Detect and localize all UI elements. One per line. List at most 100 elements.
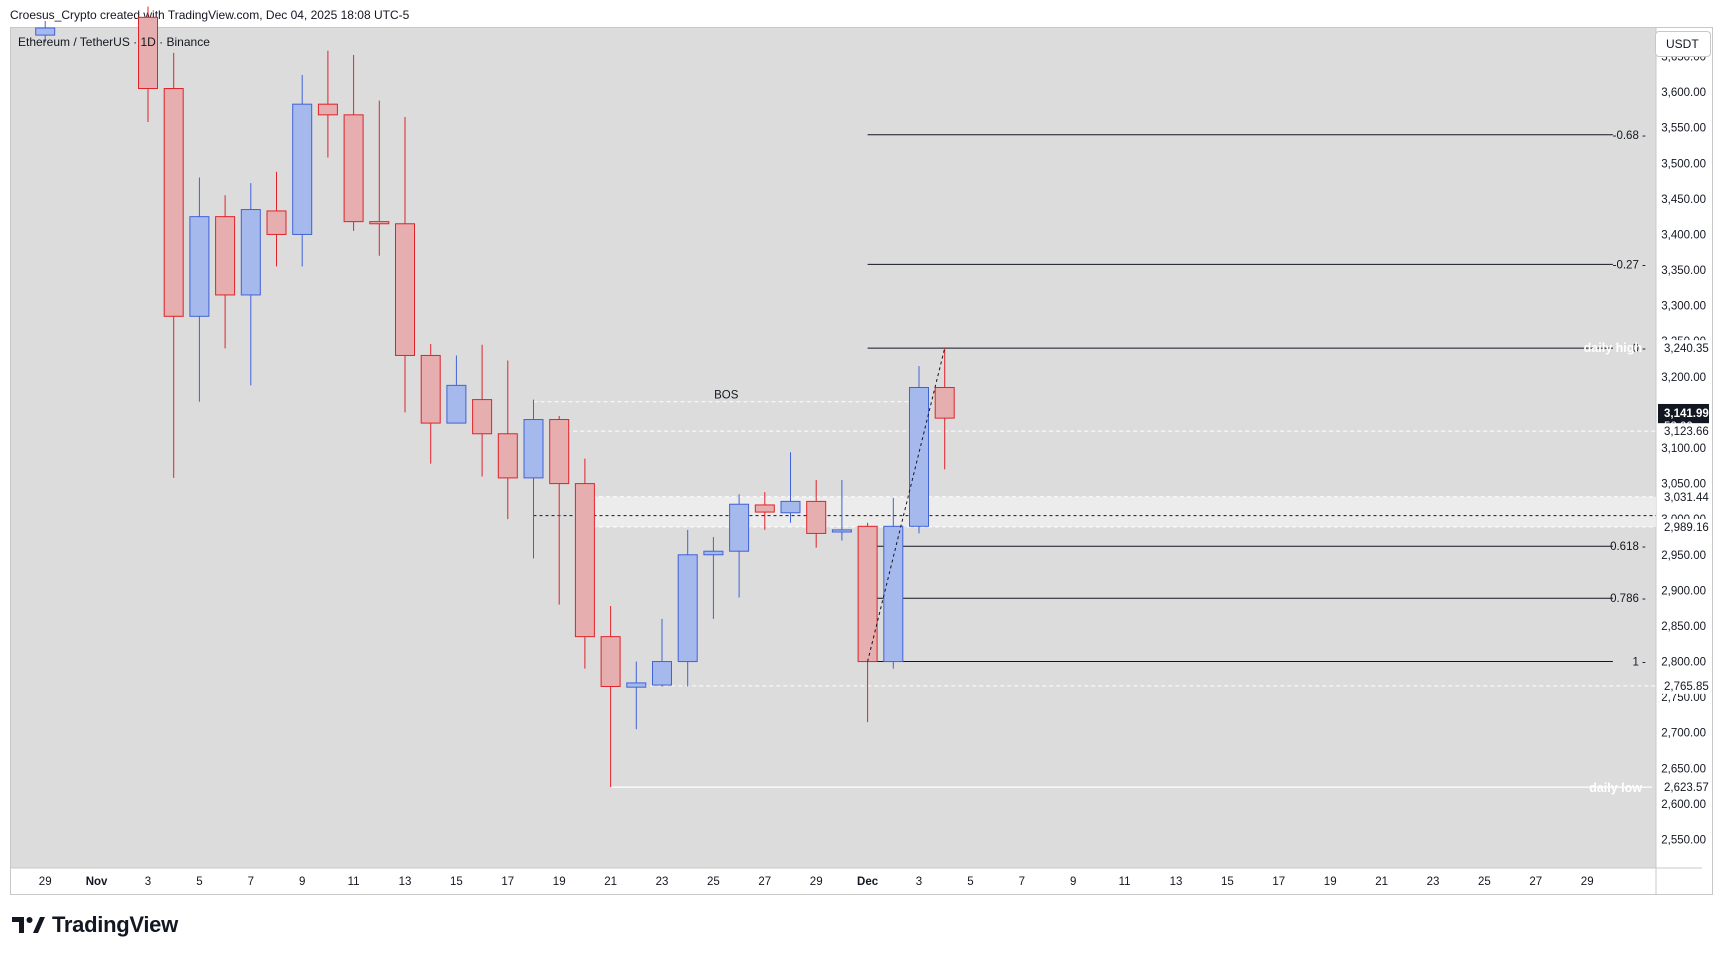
price-label: 3,031.44 [1658, 488, 1709, 505]
x-tick-label: 25 [1478, 876, 1491, 888]
candle-body [317, 103, 338, 116]
candle-body [266, 210, 287, 235]
candle [600, 606, 621, 788]
price-label-box [1658, 518, 1709, 535]
y-tick-label: 3,100.00 [1661, 443, 1706, 455]
candle [163, 52, 184, 478]
candle [35, 20, 56, 43]
daily-high-label: daily high [1584, 341, 1642, 355]
candle-body [677, 554, 698, 663]
candle [780, 452, 801, 523]
tradingview-logo-icon [12, 917, 45, 933]
candle [857, 522, 878, 723]
tradingview-logo[interactable]: TradingView [12, 912, 178, 938]
daily-low-label: daily low [1589, 781, 1642, 795]
candle-body [780, 500, 801, 514]
currency-button[interactable]: USDT [1655, 31, 1711, 57]
y-tick-label: 3,450.00 [1661, 194, 1706, 206]
x-tick-label: 29 [39, 876, 52, 888]
price-label: 2,623.57 [1658, 779, 1709, 796]
candle [806, 480, 827, 548]
candle-body [497, 433, 518, 479]
candle [909, 366, 929, 534]
fib-level-label: 0.786 - [1610, 593, 1646, 605]
x-tick-label: 21 [1375, 876, 1388, 888]
chart-credit: Croesus_Crypto created with TradingView.… [10, 8, 410, 22]
y-tick-label: 2,700.00 [1661, 728, 1706, 740]
price-label-text: 3,123.66 [1664, 426, 1709, 438]
y-tick-label: 2,800.00 [1661, 657, 1706, 669]
candle [395, 116, 415, 413]
x-tick-label: 5 [196, 876, 202, 888]
bos-label: BOS [714, 390, 739, 402]
x-tick-label: 23 [656, 876, 669, 888]
candle-body [934, 386, 955, 419]
candle [729, 494, 750, 598]
candle [883, 497, 904, 669]
candle-body [138, 16, 158, 90]
candle [549, 415, 570, 605]
candle-body [806, 500, 827, 534]
y-tick-label: 3,550.00 [1661, 123, 1706, 135]
y-tick-label: 3,500.00 [1661, 158, 1706, 170]
x-tick-label: 3 [145, 876, 151, 888]
candle [420, 344, 441, 464]
price-label-box [1658, 423, 1709, 440]
x-tick-label: Dec [857, 876, 879, 888]
candle-body [446, 384, 467, 424]
price-label-box [1658, 779, 1709, 796]
price-label-text: 3,031.44 [1664, 492, 1709, 504]
y-tick-label: 2,600.00 [1661, 799, 1706, 811]
x-tick-label: 3 [916, 876, 922, 888]
candle [472, 344, 493, 477]
candle-body [703, 550, 724, 556]
candle-body [626, 682, 647, 688]
x-tick-label: 13 [399, 876, 412, 888]
candle [215, 195, 236, 349]
x-tick-label: 5 [967, 876, 973, 888]
x-tick-label: 17 [501, 876, 514, 888]
x-tick-label: 11 [348, 876, 360, 888]
y-tick-label: 2,950.00 [1661, 550, 1706, 562]
candle [574, 458, 595, 669]
fib-level-label: 1 - [1632, 657, 1646, 669]
x-tick-label: 19 [1324, 876, 1337, 888]
candle [292, 74, 313, 267]
candle [677, 529, 698, 687]
fib-level-label: 0 - [1632, 343, 1646, 355]
price-label-box [1658, 488, 1709, 505]
x-tick-label: 13 [1170, 876, 1183, 888]
candle [446, 355, 467, 424]
candle [831, 480, 852, 541]
x-tick-label: 9 [1070, 876, 1076, 888]
candle-body [831, 529, 852, 533]
candle [369, 100, 390, 256]
candle-body [163, 88, 184, 317]
x-tick-label: 15 [1221, 876, 1234, 888]
candle-body [754, 504, 775, 513]
x-tick-label: 7 [248, 876, 254, 888]
candle-body [395, 223, 415, 356]
price-label: 3,123.66 [1658, 423, 1709, 440]
candle [626, 661, 647, 730]
candle-body [189, 216, 210, 317]
price-label-text: 2,989.16 [1664, 522, 1709, 534]
candle [754, 492, 775, 530]
candle [317, 50, 338, 158]
price-label-text: 2,623.57 [1664, 782, 1709, 794]
candle-body [574, 483, 595, 638]
price-label-box [1658, 677, 1709, 694]
y-tick-label: 3,300.00 [1661, 301, 1706, 313]
candle [497, 360, 518, 520]
y-tick-label: 3,400.00 [1661, 229, 1706, 241]
plot-area [11, 28, 1656, 868]
y-tick-label: 3,050.00 [1661, 479, 1706, 491]
candle-body [523, 419, 544, 479]
x-tick-label: 23 [1427, 876, 1440, 888]
x-tick-label: 29 [1581, 876, 1594, 888]
x-tick-label: 17 [1272, 876, 1285, 888]
candle [138, 6, 158, 122]
y-tick-label: 2,750.00 [1661, 692, 1706, 704]
tradingview-logo-text: TradingView [52, 912, 178, 937]
